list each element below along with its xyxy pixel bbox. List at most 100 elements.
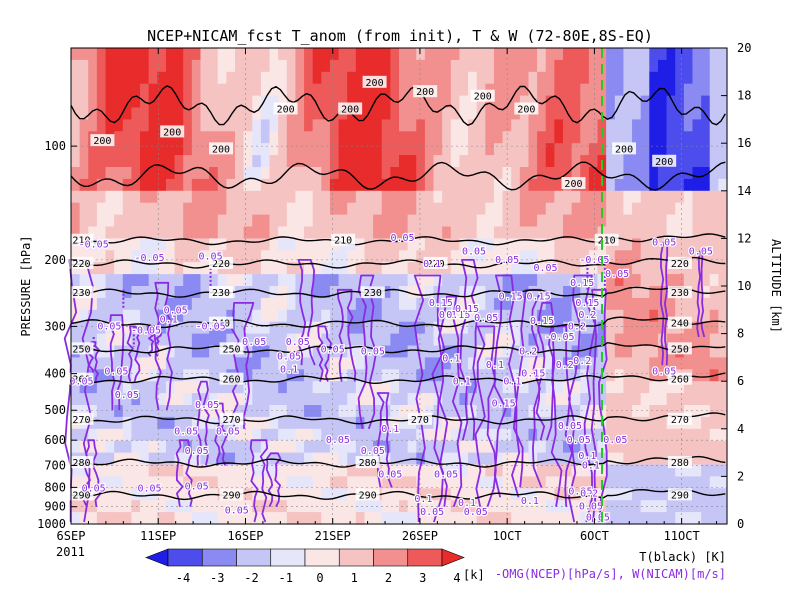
anomaly-cell xyxy=(183,369,193,382)
anomaly-cell xyxy=(312,59,322,73)
anomaly-cell xyxy=(459,143,469,156)
anomaly-cell xyxy=(571,333,581,347)
anomaly-cell xyxy=(295,214,305,228)
anomaly-cell xyxy=(640,309,650,323)
anomaly-cell xyxy=(140,345,150,358)
anomaly-cell xyxy=(485,226,495,239)
anomaly-cell xyxy=(606,250,616,263)
anomaly-cell xyxy=(252,393,262,406)
anomaly-cell xyxy=(381,83,391,97)
anomaly-cell xyxy=(718,190,728,204)
anomaly-cell xyxy=(381,286,391,299)
anomaly-cell xyxy=(511,262,521,275)
anomaly-cell xyxy=(683,167,694,180)
anomaly-cell xyxy=(640,286,650,299)
anomaly-cell xyxy=(683,95,694,109)
anomaly-cell xyxy=(450,178,461,192)
anomaly-cell xyxy=(122,488,133,501)
anomaly-cell xyxy=(174,464,184,477)
anomaly-cell xyxy=(148,214,158,228)
anomaly-cell xyxy=(623,405,633,418)
vertical-velocity-label: -0.05 xyxy=(134,253,164,264)
anomaly-cell xyxy=(226,155,236,168)
anomaly-cell xyxy=(131,190,141,204)
anomaly-cell xyxy=(709,333,719,347)
anomaly-cell xyxy=(105,250,115,263)
anomaly-cell xyxy=(399,48,409,61)
anomaly-cell xyxy=(666,107,676,120)
anomaly-cell xyxy=(571,226,581,239)
anomaly-cell xyxy=(554,428,564,442)
anomaly-cell xyxy=(105,369,115,382)
anomaly-cell xyxy=(675,238,685,251)
anomaly-cell xyxy=(424,512,435,525)
anomaly-cell xyxy=(381,309,391,323)
anomaly-cell xyxy=(321,274,331,287)
anomaly-cell xyxy=(88,512,98,525)
anomaly-cell xyxy=(217,428,227,442)
anomaly-cell xyxy=(450,202,461,216)
anomaly-cell xyxy=(252,190,262,204)
anomaly-cell xyxy=(373,48,383,61)
anomaly-cell xyxy=(191,59,202,73)
anomaly-cell xyxy=(614,297,625,311)
anomaly-cell xyxy=(105,333,115,347)
anomaly-cell xyxy=(114,416,124,430)
anomaly-cell xyxy=(321,190,331,204)
anomaly-cell xyxy=(442,95,452,109)
anomaly-cell xyxy=(632,416,642,430)
anomaly-cell xyxy=(243,464,253,477)
anomaly-cell xyxy=(235,178,245,192)
temperature-label-bg xyxy=(667,412,692,425)
colorbar-segment xyxy=(407,548,443,567)
anomaly-cell xyxy=(450,250,461,263)
temperature-contours xyxy=(70,85,726,501)
anomaly-cell xyxy=(321,345,331,358)
anomaly-cell xyxy=(131,274,141,287)
anomaly-cell xyxy=(200,428,210,442)
anomaly-cell xyxy=(243,95,253,109)
anomaly-cell xyxy=(260,512,271,525)
anomaly-cell xyxy=(165,238,176,251)
anomaly-cell xyxy=(304,155,314,168)
anomaly-cell xyxy=(174,309,184,323)
anomaly-cell xyxy=(338,48,348,61)
anomaly-cell xyxy=(88,119,98,132)
anomaly-cell xyxy=(718,167,728,180)
anomaly-cell xyxy=(493,59,504,73)
anomaly-cell xyxy=(200,464,210,477)
anomaly-cell xyxy=(701,476,711,489)
anomaly-cell xyxy=(131,95,141,109)
anomaly-cell xyxy=(692,178,702,192)
anomaly-cell xyxy=(269,309,279,323)
anomaly-cell xyxy=(640,476,650,489)
anomaly-cell xyxy=(606,309,616,323)
anomaly-cell xyxy=(632,190,642,204)
anomaly-cell xyxy=(614,321,625,335)
temperature-contour xyxy=(70,341,726,354)
anomaly-cell xyxy=(614,309,625,323)
anomaly-cell xyxy=(96,286,107,299)
anomaly-cell xyxy=(79,178,89,192)
anomaly-cell xyxy=(511,131,521,144)
anomaly-cell xyxy=(563,48,573,61)
anomaly-cell xyxy=(424,190,435,204)
anomaly-cell xyxy=(131,357,141,370)
anomaly-cell xyxy=(528,167,538,180)
anomaly-cell xyxy=(321,333,331,347)
anomaly-cell xyxy=(640,321,650,335)
anomaly-cell xyxy=(122,405,133,418)
anomaly-cell xyxy=(493,452,504,466)
anomaly-cell xyxy=(632,167,642,180)
anomaly-cell xyxy=(632,381,642,394)
anomaly-cell xyxy=(191,464,202,477)
anomaly-cell xyxy=(468,155,478,168)
vertical-velocity-label: 0.2 xyxy=(578,310,596,321)
anomaly-cell xyxy=(321,167,331,180)
colorbar-segment xyxy=(373,548,409,567)
anomaly-cell xyxy=(502,476,512,489)
vertical-velocity-label: 0.05 xyxy=(603,435,627,446)
anomaly-cell xyxy=(571,48,581,61)
anomaly-cell xyxy=(519,119,530,132)
anomaly-cell xyxy=(131,512,141,525)
